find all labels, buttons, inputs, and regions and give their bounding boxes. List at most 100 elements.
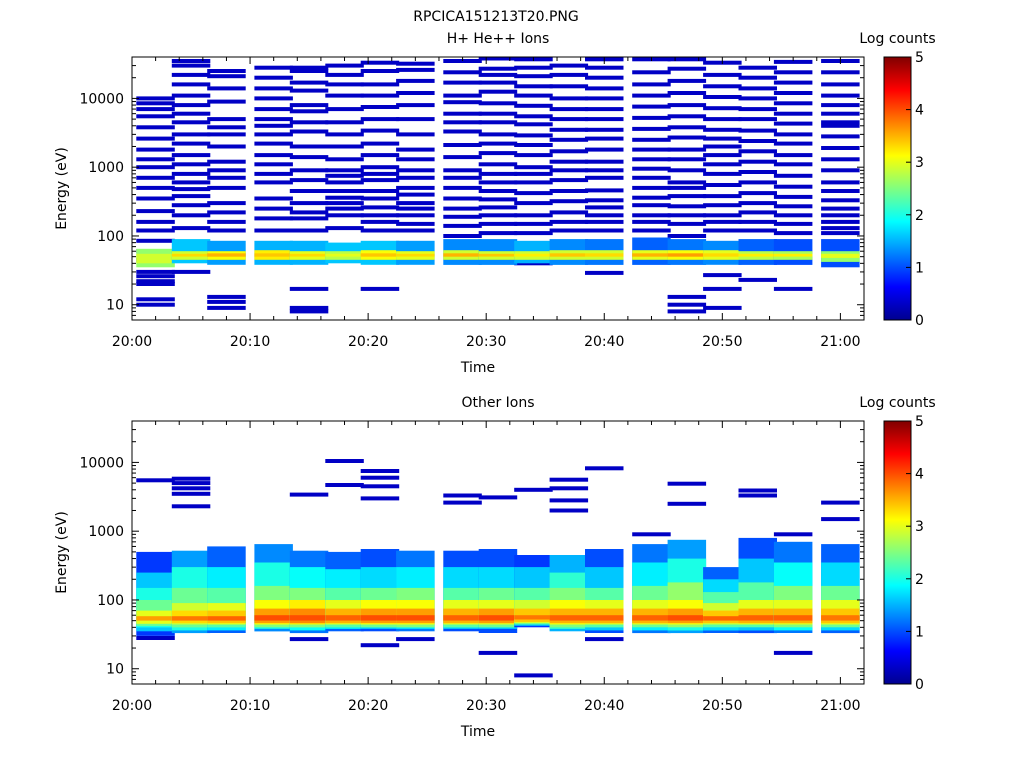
colorbar-tick-label: 0	[915, 313, 924, 329]
heatmap-cell	[478, 189, 518, 193]
colorbar-tick-label: 4	[915, 467, 924, 483]
heatmap-cell	[207, 185, 246, 190]
heatmap-cell	[667, 168, 707, 173]
heatmap-cell	[360, 128, 400, 133]
heatmap-cell	[325, 107, 364, 112]
heatmap-cell	[360, 615, 400, 621]
y-axis-label: Energy (eV)	[54, 147, 70, 230]
y-tick-label: 10	[106, 298, 124, 314]
heatmap-cell	[207, 228, 246, 233]
heatmap-cell	[514, 213, 553, 218]
heatmap-cell	[632, 104, 671, 109]
heatmap-cell	[514, 103, 553, 108]
heatmap-cell	[443, 93, 482, 98]
heatmap-cell	[478, 221, 518, 226]
heatmap-cell	[207, 144, 246, 149]
heatmap-cell	[289, 286, 329, 291]
heatmap-cell	[549, 168, 589, 173]
heatmap-cell	[585, 117, 624, 122]
heatmap-cell	[514, 84, 553, 89]
heatmap-cell	[360, 484, 400, 489]
heatmap-cell	[360, 643, 400, 648]
heatmap-cell	[514, 487, 553, 492]
heatmap-cells	[136, 57, 860, 314]
heatmap-cell	[207, 219, 246, 224]
heatmap-cell	[207, 74, 246, 79]
heatmap-cell	[136, 185, 175, 190]
heatmap-cell	[171, 82, 211, 87]
heatmap-cell	[136, 274, 175, 279]
heatmap-cell	[738, 117, 777, 122]
heatmap-cell	[207, 99, 246, 104]
heatmap-cell	[443, 615, 482, 621]
heatmap-cell	[585, 270, 624, 275]
heatmap-cell	[325, 144, 364, 149]
heatmap-cell	[325, 189, 364, 193]
heatmap-cell	[821, 206, 860, 211]
heatmap-cell	[667, 135, 707, 140]
heatmap-cell	[514, 122, 553, 127]
y-tick-label: 100	[97, 229, 124, 245]
colorbar-tick-label: 2	[915, 208, 924, 224]
heatmap-cell	[396, 132, 435, 137]
heatmap-cell	[396, 213, 435, 218]
heatmap-cell	[703, 213, 742, 218]
y-axis-label: Energy (eV)	[54, 511, 70, 594]
heatmap-cell	[171, 63, 211, 68]
heatmap-cell	[396, 61, 435, 66]
heatmap-cell	[667, 147, 707, 152]
heatmap-cell	[585, 253, 624, 257]
heatmap-cell	[632, 219, 671, 224]
heatmap-cell	[136, 96, 175, 101]
heatmap-cell	[738, 96, 777, 101]
heatmap-cell	[136, 269, 175, 274]
heatmap-cell	[632, 203, 671, 208]
heatmap-cell	[703, 95, 742, 99]
heatmap-cell	[585, 205, 624, 210]
heatmap-cell	[549, 477, 589, 482]
heatmap-cell	[632, 70, 671, 75]
heatmap-cell	[136, 165, 175, 170]
heatmap-cell	[549, 72, 589, 77]
heatmap-cell	[632, 157, 671, 162]
heatmap-cell	[396, 221, 435, 226]
heatmap-cell	[360, 60, 400, 65]
heatmap-cell	[254, 153, 293, 158]
heatmap-cell	[632, 82, 671, 87]
heatmap-cell	[632, 253, 671, 257]
heatmap-cell	[738, 180, 777, 185]
heatmap-cell	[703, 253, 742, 257]
heatmap-cell	[207, 159, 246, 164]
heatmap-cell	[325, 483, 364, 487]
heatmap-cell	[773, 204, 813, 209]
heatmap-cell	[585, 188, 624, 193]
heatmap-cell	[396, 192, 435, 197]
heatmap-cell	[254, 615, 293, 621]
heatmap-cell	[667, 194, 707, 199]
heatmap-cell	[360, 153, 400, 158]
heatmap-cell	[443, 185, 482, 190]
x-tick-label: 20:20	[348, 334, 388, 350]
heatmap-cell	[325, 195, 364, 200]
heatmap-cell	[325, 206, 364, 211]
heatmap-cell	[171, 203, 211, 208]
heatmap-cell	[585, 147, 624, 152]
x-axis-label: Time	[460, 360, 495, 376]
heatmap-cell	[667, 481, 707, 486]
heatmap-cell	[325, 459, 364, 463]
x-tick-label: 20:00	[112, 698, 152, 714]
heatmap-cell	[773, 194, 813, 199]
heatmap-cell	[738, 253, 777, 257]
panel-title: H+ He++ Ions	[447, 31, 550, 47]
heatmap-cell	[136, 297, 175, 302]
heatmap-cell	[289, 305, 329, 310]
plot-frame	[131, 420, 865, 685]
heatmap-cell	[773, 532, 813, 537]
heatmap-cell	[514, 143, 553, 147]
heatmap-cell	[171, 162, 211, 167]
heatmap-cell	[443, 206, 482, 211]
heatmap-cell	[254, 123, 293, 128]
heatmap-cell	[585, 136, 624, 141]
x-tick-label: 20:50	[702, 698, 742, 714]
heatmap-cell	[549, 498, 589, 503]
